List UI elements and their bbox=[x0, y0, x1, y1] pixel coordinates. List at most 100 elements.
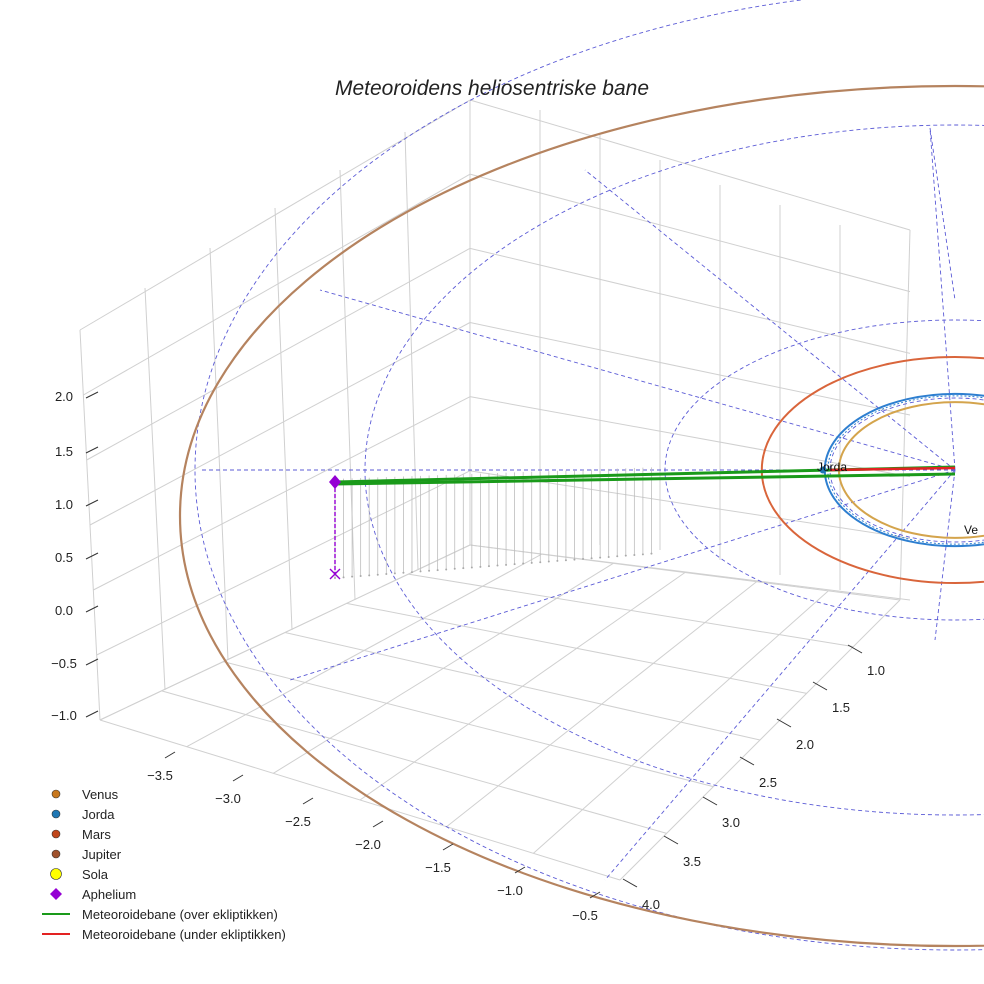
trajectory-below bbox=[829, 466, 956, 472]
grid-line bbox=[359, 572, 686, 801]
ecliptic-ray bbox=[319, 289, 956, 471]
grid-line bbox=[619, 599, 901, 881]
drop-point bbox=[385, 573, 388, 576]
y-tick-mark bbox=[776, 718, 792, 728]
y-tick-label: 2.0 bbox=[796, 737, 814, 752]
drop-point bbox=[436, 569, 439, 572]
z-tick-mark bbox=[85, 499, 99, 507]
grid-line bbox=[469, 173, 911, 293]
orbit-mars bbox=[760, 356, 984, 584]
aphelion-projection bbox=[329, 568, 341, 580]
drop-point bbox=[410, 571, 413, 574]
drop-point bbox=[419, 570, 422, 573]
x-tick-label: −1.5 bbox=[425, 860, 451, 875]
legend-item: Jupiter bbox=[51, 847, 122, 862]
legend-label: Venus bbox=[82, 787, 119, 802]
y-tick-mark bbox=[622, 878, 638, 888]
z-tick-mark bbox=[85, 658, 99, 666]
x-tick-label: −3.0 bbox=[215, 791, 241, 806]
x-tick-mark bbox=[442, 843, 454, 851]
drop-point bbox=[607, 555, 610, 558]
orbit-jupiter bbox=[179, 85, 984, 947]
legend-item: Meteoroidebane (under ekliptikken) bbox=[42, 927, 286, 942]
grid-line bbox=[469, 396, 911, 478]
drop-point bbox=[539, 561, 542, 564]
grid-line bbox=[469, 544, 901, 601]
z-axis-ticks: −1.0 −0.5 0.0 0.5 1.0 1.5 2.0 bbox=[51, 389, 99, 723]
drop-point bbox=[470, 566, 473, 569]
legend-swatch bbox=[50, 888, 62, 900]
legend-item: Sola bbox=[50, 867, 109, 882]
z-tick-mark bbox=[85, 391, 99, 399]
y-tick-mark bbox=[812, 681, 828, 691]
trajectory-layer bbox=[329, 465, 956, 580]
drop-point bbox=[453, 567, 456, 570]
y-tick-label: 1.0 bbox=[867, 663, 885, 678]
drop-point bbox=[599, 556, 602, 559]
legend-swatch bbox=[50, 868, 62, 880]
legend-label: Meteoroidebane (over ekliptikken) bbox=[82, 907, 278, 922]
drop-point bbox=[462, 567, 465, 570]
x-tick-mark bbox=[164, 751, 176, 759]
legend-item: Jorda bbox=[51, 807, 115, 822]
legend-item: Aphelium bbox=[50, 887, 136, 902]
grid-layer bbox=[79, 99, 911, 881]
z-tick-label: 1.5 bbox=[55, 444, 73, 459]
legend-swatch bbox=[51, 789, 61, 799]
y-tick-label: 1.5 bbox=[832, 700, 850, 715]
drop-point bbox=[573, 558, 576, 561]
x-tick-label: −2.0 bbox=[355, 837, 381, 852]
y-tick-label: 3.0 bbox=[722, 815, 740, 830]
y-tick-mark bbox=[739, 756, 755, 766]
aphelion-marker bbox=[329, 475, 341, 489]
legend-swatch bbox=[51, 849, 61, 859]
z-tick-label: −1.0 bbox=[51, 708, 77, 723]
drop-point bbox=[505, 563, 508, 566]
legend-item: Venus bbox=[51, 787, 119, 802]
drop-point bbox=[496, 564, 499, 567]
legend-swatch bbox=[51, 809, 61, 819]
annotation-label: Ve bbox=[964, 523, 978, 537]
grid-line bbox=[533, 590, 829, 854]
trajectory-above-lower bbox=[334, 472, 956, 486]
drop-point bbox=[393, 572, 396, 575]
drop-point bbox=[650, 552, 653, 555]
drop-point bbox=[590, 557, 593, 560]
y-tick-label: 4.0 bbox=[642, 897, 660, 912]
grid-line bbox=[89, 322, 471, 526]
ecliptic-ring bbox=[829, 397, 984, 543]
y-axis-ticks: 1.0 1.5 2.0 2.5 3.0 3.5 4.0 bbox=[622, 644, 885, 912]
z-tick-mark bbox=[85, 605, 99, 613]
drop-point bbox=[633, 553, 636, 556]
z-tick-label: 0.5 bbox=[55, 550, 73, 565]
drop-point bbox=[582, 557, 585, 560]
z-tick-label: 0.0 bbox=[55, 603, 73, 618]
legend-label: Aphelium bbox=[82, 887, 136, 902]
drop-point bbox=[402, 571, 405, 574]
grid-line bbox=[83, 173, 471, 396]
legend-item: Mars bbox=[51, 827, 111, 842]
grid-line bbox=[346, 602, 807, 694]
ecliptic-ray bbox=[604, 469, 956, 881]
y-tick-mark bbox=[847, 644, 863, 654]
x-tick-mark bbox=[372, 820, 384, 828]
x-tick-label: −1.0 bbox=[497, 883, 523, 898]
x-tick-label: −0.5 bbox=[572, 908, 598, 923]
grid-line bbox=[469, 247, 911, 354]
annotation-label: Jorda bbox=[817, 460, 847, 474]
orbit-layer bbox=[179, 0, 984, 951]
grid-line bbox=[86, 247, 471, 461]
legend-label: Jupiter bbox=[82, 847, 122, 862]
y-tick-label: 3.5 bbox=[683, 854, 701, 869]
drop-point bbox=[376, 573, 379, 576]
drop-point bbox=[616, 555, 619, 558]
drop-point bbox=[487, 565, 490, 568]
drop-point bbox=[368, 574, 371, 577]
x-tick-mark bbox=[232, 774, 244, 782]
drop-point bbox=[641, 553, 644, 556]
z-tick-mark bbox=[85, 710, 99, 718]
drop-point bbox=[556, 559, 559, 562]
legend-label: Sola bbox=[82, 867, 109, 882]
legend: Venus Jorda Mars Jupiter Sola Aphelium Meteoro… bbox=[42, 787, 286, 942]
legend-label: Meteoroidebane (under ekliptikken) bbox=[82, 927, 286, 942]
